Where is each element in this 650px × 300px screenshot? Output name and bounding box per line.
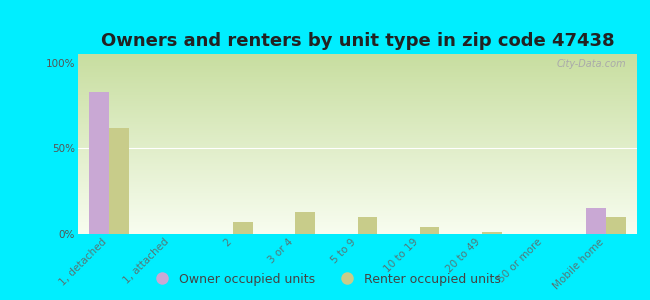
Bar	[358, 217, 378, 234]
Bar	[89, 92, 109, 234]
Bar	[233, 222, 253, 234]
Bar	[109, 128, 129, 234]
Bar	[420, 227, 439, 234]
Bar	[482, 232, 502, 234]
Bar	[606, 217, 626, 234]
Bar	[295, 212, 315, 234]
Bar	[586, 208, 606, 234]
Title: Owners and renters by unit type in zip code 47438: Owners and renters by unit type in zip c…	[101, 32, 614, 50]
Text: City-Data.com: City-Data.com	[556, 59, 626, 69]
Legend: Owner occupied units, Renter occupied units: Owner occupied units, Renter occupied un…	[144, 268, 506, 291]
